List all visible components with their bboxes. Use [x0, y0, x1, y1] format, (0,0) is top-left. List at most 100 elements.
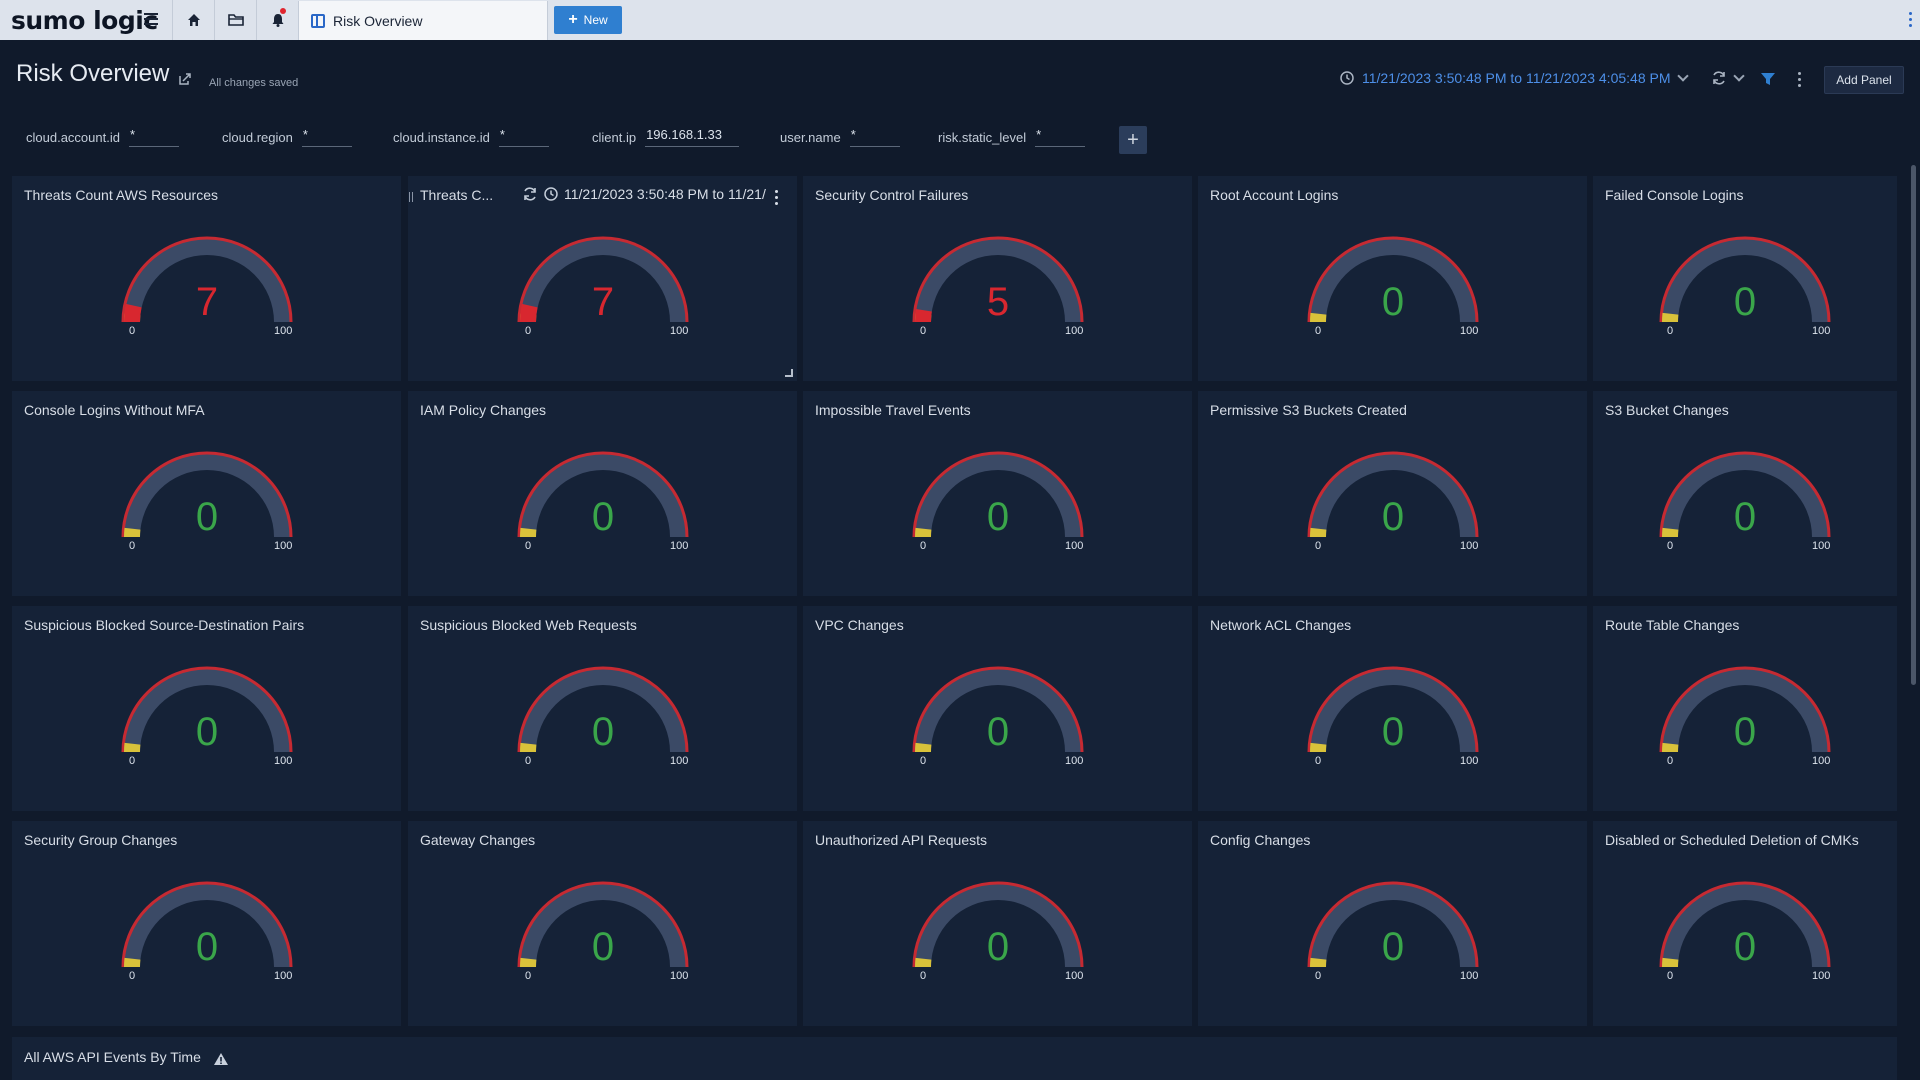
gauge-low-band [1662, 957, 1679, 967]
panel-gateway-changes[interactable]: Gateway Changes 0 0 100 [408, 821, 797, 1026]
panel-time-range[interactable]: 11/21/2023 3:50:48 PM to 11/21/ [564, 186, 766, 202]
gauge-max-label: 100 [1065, 540, 1084, 552]
warning-icon[interactable] [213, 1052, 229, 1066]
filter-input[interactable]: * [849, 127, 900, 147]
panel-permissive-s3-buckets-created[interactable]: Permissive S3 Buckets Created 0 0 100 [1198, 391, 1587, 596]
gauge-value: 0 [591, 495, 615, 539]
filter-risk-static-level[interactable]: risk.static_level * [938, 127, 1086, 147]
add-panel-button[interactable]: Add Panel [1824, 66, 1904, 94]
panel-suspicious-blocked-source-destination-pairs[interactable]: Suspicious Blocked Source-Destination Pa… [12, 606, 401, 811]
chevron-down-icon [1733, 70, 1745, 82]
panel-unauthorized-api-requests[interactable]: Unauthorized API Requests 0 0 100 [803, 821, 1192, 1026]
panel-vpc-changes[interactable]: VPC Changes 0 0 100 [803, 606, 1192, 811]
filter-user-name[interactable]: user.name * [780, 127, 900, 147]
gauge-value: 5 [986, 280, 1010, 324]
panel-network-acl-changes[interactable]: Network ACL Changes 0 0 100 [1198, 606, 1587, 811]
panel-suspicious-blocked-web-requests[interactable]: Suspicious Blocked Web Requests 0 0 100 [408, 606, 797, 811]
drag-handle-icon[interactable] [409, 192, 413, 202]
filter-input[interactable]: * [128, 127, 179, 147]
library-button[interactable] [214, 0, 256, 40]
panel-s3-bucket-changes[interactable]: S3 Bucket Changes 0 0 100 [1593, 391, 1897, 596]
filter-input[interactable]: * [1035, 127, 1086, 147]
panel-toolbar: 11/21/2023 3:50:48 PM to 11/21/ [522, 186, 782, 202]
gauge-track [520, 668, 686, 752]
filter-cloud-instance-id[interactable]: cloud.instance.id * [393, 127, 549, 147]
filter-input[interactable]: * [301, 127, 352, 147]
gauge-value: 0 [1733, 280, 1757, 324]
refresh-icon[interactable] [522, 186, 538, 202]
gauge-chart: 0 0 100 [1655, 451, 1835, 571]
gauge-value: 0 [195, 925, 219, 969]
gauge-max-label: 100 [670, 755, 689, 767]
gauge-rim [1307, 236, 1479, 323]
filter-label: cloud.instance.id [393, 129, 490, 145]
panel-more-options-icon[interactable] [775, 190, 779, 208]
gauge-rim [1659, 666, 1831, 753]
resize-handle-icon[interactable] [785, 369, 793, 377]
panel-disabled-or-scheduled-deletion-of-cmks[interactable]: Disabled or Scheduled Deletion of CMKs 0 0… [1593, 821, 1897, 1026]
gauge-min-label: 0 [920, 325, 927, 337]
panel-impossible-travel-events[interactable]: Impossible Travel Events 0 0 100 [803, 391, 1192, 596]
time-range-picker[interactable]: 11/21/2023 3:50:48 PM to 11/21/2023 4:05… [1340, 70, 1689, 86]
panel-all-aws-api-events[interactable]: All AWS API Events By Time [12, 1037, 1897, 1080]
panel-title: Suspicious Blocked Source-Destination Pa… [24, 617, 305, 633]
gauge-low-band [124, 742, 141, 752]
tab-risk-overview[interactable]: Risk Overview [298, 1, 548, 40]
gauge-low-band [1310, 527, 1327, 537]
plus-icon: + [1127, 128, 1139, 151]
gauge-track [1662, 453, 1828, 537]
gauge-low-band [915, 742, 932, 752]
sumo-logic-logo[interactable]: sumo logic [11, 5, 158, 35]
gauge-max-label: 100 [1065, 325, 1084, 337]
notifications-button[interactable] [256, 0, 298, 40]
gauge-track [1310, 883, 1476, 967]
gauge-max-label: 100 [274, 755, 293, 767]
panel-config-changes[interactable]: Config Changes 0 0 100 [1198, 821, 1587, 1026]
home-button[interactable] [172, 0, 214, 40]
gauge-rim [1659, 451, 1831, 538]
gauge-max-label: 100 [274, 970, 293, 982]
gauge-value: 0 [195, 495, 219, 539]
panel-threats-c[interactable]: Threats C... 11/21/2023 3:50:48 PM to 11/… [408, 176, 797, 381]
add-filter-button[interactable]: + [1119, 126, 1147, 154]
gauge-min-label: 0 [129, 540, 136, 552]
panel-root-account-logins[interactable]: Root Account Logins 0 0 100 [1198, 176, 1587, 381]
gauge-track [915, 238, 1081, 322]
filter-client-ip[interactable]: client.ip 196.168.1.33 [592, 127, 740, 147]
filter-cloud-account-id[interactable]: cloud.account.id * [26, 127, 179, 147]
filter-button[interactable] [1760, 71, 1776, 92]
share-button[interactable] [178, 72, 192, 86]
gauge-chart: 0 0 100 [117, 666, 297, 786]
filter-bar: cloud.account.id * cloud.region * cloud.… [0, 111, 1920, 165]
gauge-rim [912, 236, 1084, 323]
gauge-min-label: 0 [129, 755, 136, 767]
dashboard-icon [311, 13, 325, 28]
panel-title: Threats C... [420, 187, 494, 203]
menu-icon[interactable] [144, 13, 158, 27]
panel-threats-count-aws-resources[interactable]: Threats Count AWS Resources 7 0 100 [12, 176, 401, 381]
gauge-low-band [1662, 742, 1679, 752]
filter-input[interactable]: 196.168.1.33 [645, 127, 740, 147]
gauge-value: 0 [591, 925, 615, 969]
panel-route-table-changes[interactable]: Route Table Changes 0 0 100 [1593, 606, 1897, 811]
panel-iam-policy-changes[interactable]: IAM Policy Changes 0 0 100 [408, 391, 797, 596]
gauge-low-band [520, 527, 537, 537]
panel-console-logins-without-mfa[interactable]: Console Logins Without MFA 0 0 100 [12, 391, 401, 596]
gauge-value: 0 [1381, 495, 1405, 539]
gauge-max-label: 100 [670, 540, 689, 552]
filter-input[interactable]: * [498, 127, 549, 147]
refresh-button[interactable] [1711, 70, 1745, 86]
gauge-track [520, 453, 686, 537]
panel-failed-console-logins[interactable]: Failed Console Logins 0 0 100 [1593, 176, 1897, 381]
new-button[interactable]: + New [554, 6, 622, 34]
filter-cloud-region[interactable]: cloud.region * [222, 127, 352, 147]
gauge-min-label: 0 [525, 325, 532, 337]
panel-security-control-failures[interactable]: Security Control Failures 5 0 100 [803, 176, 1192, 381]
panel-security-group-changes[interactable]: Security Group Changes 0 0 100 [12, 821, 401, 1026]
more-options-icon[interactable] [1798, 72, 1802, 90]
more-vertical-icon[interactable] [1909, 12, 1913, 30]
scrollbar[interactable] [1911, 165, 1916, 685]
gauge-track [1310, 453, 1476, 537]
gauge-value: 0 [986, 925, 1010, 969]
gauge-max-label: 100 [1460, 540, 1479, 552]
